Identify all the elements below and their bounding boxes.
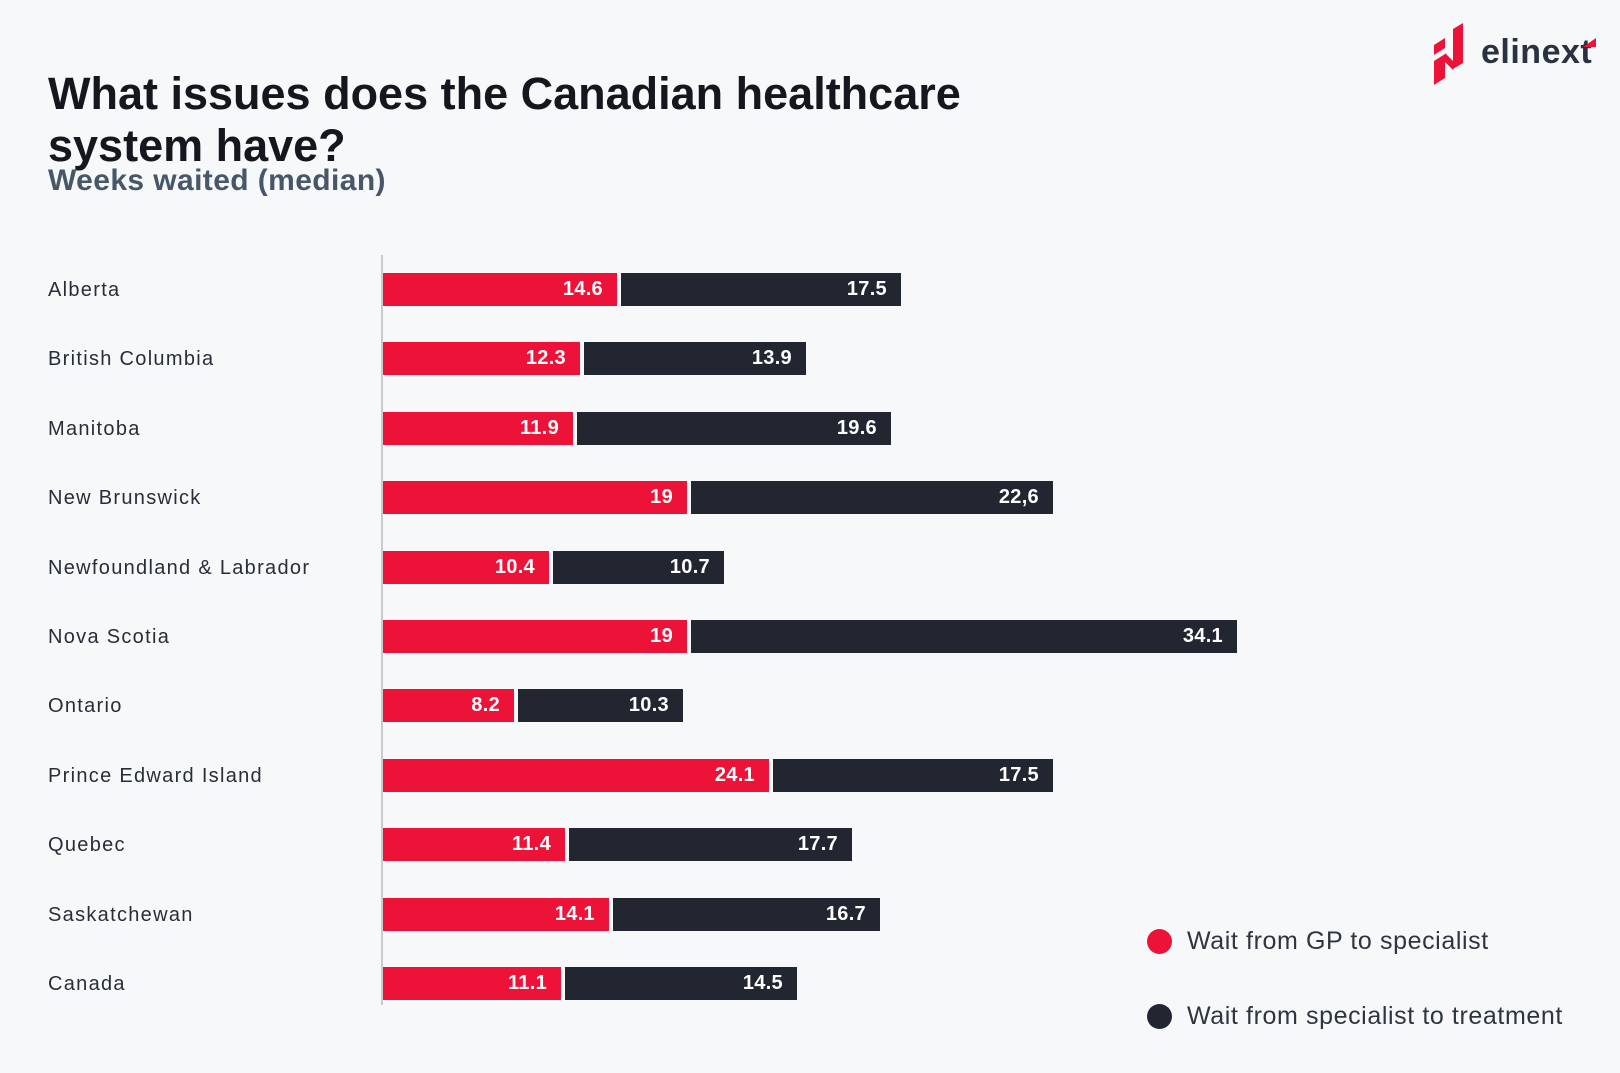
bar-segment-treatment: 10.3 [518, 689, 683, 722]
bar-value-label: 17.5 [998, 764, 1039, 786]
bar-segment-treatment: 14.5 [565, 967, 797, 1000]
bar-value-label: 19.6 [836, 417, 877, 439]
category-label: Ontario [48, 695, 123, 717]
bar-group: 10.4 10.7 [383, 551, 724, 584]
bar-value-label: 16.7 [825, 903, 866, 925]
elinext-logo: elinext [1432, 23, 1597, 85]
bar-value-label: 14.1 [554, 903, 595, 925]
chart-row: Saskatchewan 14.1 16.7 [0, 898, 1620, 931]
bar-segment-treatment: 17.5 [621, 273, 901, 306]
bar-value-label: 19 [650, 486, 673, 508]
chart-row: Alberta 14.6 17.5 [0, 273, 1620, 306]
y-axis-line [381, 255, 383, 1005]
category-label: Newfoundland & Labrador [48, 557, 311, 579]
chart-subtitle: Weeks waited (median) [48, 164, 386, 197]
page-title: What issues does the Canadian healthcare… [48, 68, 961, 172]
legend-label-treatment: Wait from specialist to treatment [1187, 1002, 1563, 1030]
bar-value-label: 11.4 [511, 833, 551, 855]
bar-value-label: 11.9 [519, 417, 559, 439]
bar-group: 19 34.1 [383, 620, 1237, 653]
bar-segment-gp: 14.6 [383, 273, 617, 306]
chart-row: British Columbia 12.3 13.9 [0, 342, 1620, 375]
bar-value-label: 12.3 [525, 347, 566, 369]
category-label: Prince Edward Island [48, 765, 263, 787]
category-label: British Columbia [48, 348, 215, 370]
bar-value-label: 10.7 [669, 556, 710, 578]
bar-segment-gp: 8.2 [383, 689, 514, 722]
bar-segment-treatment: 16.7 [613, 898, 880, 931]
bar-segment-gp: 19 [383, 481, 687, 514]
bar-segment-gp: 11.9 [383, 412, 573, 445]
bar-segment-treatment: 34.1 [691, 620, 1237, 653]
bar-group: 14.6 17.5 [383, 273, 901, 306]
bar-value-label: 24.1 [714, 764, 755, 786]
chart-row: Newfoundland & Labrador 10.4 10.7 [0, 551, 1620, 584]
legend-dot-gp-icon [1147, 929, 1172, 954]
chart-row: Manitoba 11.9 19.6 [0, 412, 1620, 445]
chart-row: Canada 11.1 14.5 [0, 967, 1620, 1000]
bar-value-label: 10.3 [628, 694, 669, 716]
category-label: Quebec [48, 834, 126, 856]
category-label: Manitoba [48, 418, 141, 440]
category-label: Saskatchewan [48, 904, 194, 926]
bar-segment-gp: 24.1 [383, 759, 769, 792]
logo-flag-triangle [1583, 38, 1597, 47]
bar-segment-gp: 14.1 [383, 898, 609, 931]
elinext-logo-icon [1434, 23, 1463, 85]
bar-group: 12.3 13.9 [383, 342, 806, 375]
legend-item-gp: Wait from GP to specialist [1147, 927, 1563, 956]
bar-segment-treatment: 17.5 [773, 759, 1053, 792]
legend-item-treatment: Wait from specialist to treatment [1147, 1002, 1563, 1031]
bar-segment-treatment: 17.7 [569, 828, 852, 861]
bar-value-label: 19 [650, 625, 673, 647]
category-label: Nova Scotia [48, 626, 171, 648]
bar-group: 11.4 17.7 [383, 828, 852, 861]
bar-value-label: 11.1 [507, 972, 547, 994]
bar-segment-gp: 11.1 [383, 967, 561, 1000]
chart-row: Ontario 8.2 10.3 [0, 689, 1620, 722]
bar-segment-gp: 12.3 [383, 342, 580, 375]
bar-segment-treatment: 10.7 [553, 551, 724, 584]
bar-value-label: 17.5 [846, 278, 887, 300]
bar-group: 11.1 14.5 [383, 967, 797, 1000]
bar-value-label: 14.6 [562, 278, 603, 300]
chart-legend: Wait from GP to specialist Wait from spe… [1147, 927, 1563, 1031]
bar-value-label: 14.5 [742, 972, 783, 994]
bar-group: 14.1 16.7 [383, 898, 880, 931]
bar-segment-treatment: 13.9 [584, 342, 806, 375]
bar-segment-gp: 11.4 [383, 828, 565, 861]
bar-value-label: 17.7 [797, 833, 838, 855]
category-label: Canada [48, 973, 126, 995]
chart-row: New Brunswick 19 22,6 [0, 481, 1620, 514]
chart-row: Quebec 11.4 17.7 [0, 828, 1620, 861]
bar-value-label: 10.4 [494, 556, 535, 578]
bar-group: 8.2 10.3 [383, 689, 683, 722]
elinext-logo-text: elinext [1481, 32, 1593, 71]
legend-dot-treatment-icon [1147, 1004, 1172, 1029]
legend-label-gp: Wait from GP to specialist [1187, 927, 1489, 955]
chart-row: Prince Edward Island 24.1 17.5 [0, 759, 1620, 792]
bar-group: 19 22,6 [383, 481, 1053, 514]
category-label: Alberta [48, 279, 121, 301]
bar-group: 11.9 19.6 [383, 412, 891, 445]
bar-segment-treatment: 19.6 [577, 412, 891, 445]
bar-segment-gp: 19 [383, 620, 687, 653]
bar-value-label: 34.1 [1182, 625, 1223, 647]
bar-group: 24.1 17.5 [383, 759, 1053, 792]
bar-segment-gp: 10.4 [383, 551, 549, 584]
category-label: New Brunswick [48, 487, 202, 509]
bar-value-label: 13.9 [751, 347, 792, 369]
bar-value-label: 22,6 [998, 486, 1039, 508]
bar-segment-treatment: 22,6 [691, 481, 1053, 514]
chart-row: Nova Scotia 19 34.1 [0, 620, 1620, 653]
bar-value-label: 8.2 [471, 694, 500, 716]
